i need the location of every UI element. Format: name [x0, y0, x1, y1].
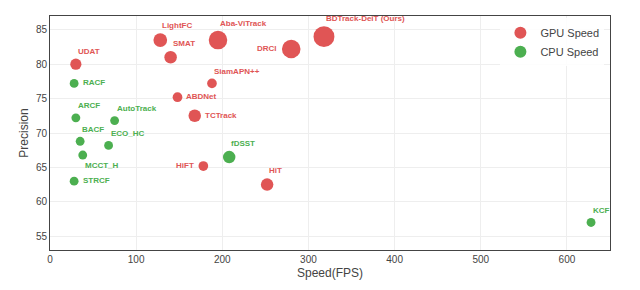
- svg-text:Precision: Precision: [17, 108, 31, 157]
- svg-text:SMAT: SMAT: [173, 39, 195, 48]
- svg-text:300: 300: [300, 254, 317, 265]
- svg-text:LightFC: LightFC: [162, 21, 192, 30]
- svg-text:HiFT: HiFT: [176, 161, 194, 170]
- svg-text:600: 600: [559, 254, 576, 265]
- svg-text:ECO_HC: ECO_HC: [111, 129, 145, 138]
- svg-text:100: 100: [128, 254, 145, 265]
- svg-text:500: 500: [472, 254, 489, 265]
- svg-text:BACF: BACF: [82, 125, 104, 134]
- svg-text:DRCl: DRCl: [257, 44, 277, 53]
- svg-text:0: 0: [47, 254, 53, 265]
- svg-text:BDTrack-DeiT (Ours): BDTrack-DeiT (Ours): [326, 14, 405, 23]
- svg-text:UDAT: UDAT: [78, 47, 100, 56]
- svg-text:KCF: KCF: [593, 206, 610, 215]
- svg-text:55: 55: [36, 231, 48, 242]
- svg-text:MCCT_H: MCCT_H: [85, 161, 119, 170]
- svg-text:60: 60: [36, 196, 48, 207]
- svg-text:Speed(FPS): Speed(FPS): [297, 266, 363, 280]
- svg-text:AutoTrack: AutoTrack: [117, 104, 157, 113]
- svg-text:GPU Speed: GPU Speed: [540, 27, 599, 39]
- svg-text:HiT: HiT: [269, 166, 282, 175]
- svg-text:SiamAPN++: SiamAPN++: [214, 67, 260, 76]
- svg-text:400: 400: [386, 254, 403, 265]
- svg-text:fDSST: fDSST: [231, 139, 255, 148]
- svg-text:65: 65: [36, 162, 48, 173]
- svg-text:STRCF: STRCF: [83, 176, 110, 185]
- svg-text:70: 70: [36, 128, 48, 139]
- svg-text:Aba-ViTrack: Aba-ViTrack: [220, 19, 267, 28]
- svg-text:80: 80: [36, 59, 48, 70]
- svg-text:ABDNet: ABDNet: [186, 92, 217, 101]
- svg-text:TCTrack: TCTrack: [205, 111, 237, 120]
- svg-text:ARCF: ARCF: [78, 101, 100, 110]
- svg-text:75: 75: [36, 93, 48, 104]
- svg-text:200: 200: [214, 254, 231, 265]
- svg-text:RACF: RACF: [83, 78, 105, 87]
- svg-text:CPU Speed: CPU Speed: [540, 46, 598, 58]
- svg-text:85: 85: [36, 24, 48, 35]
